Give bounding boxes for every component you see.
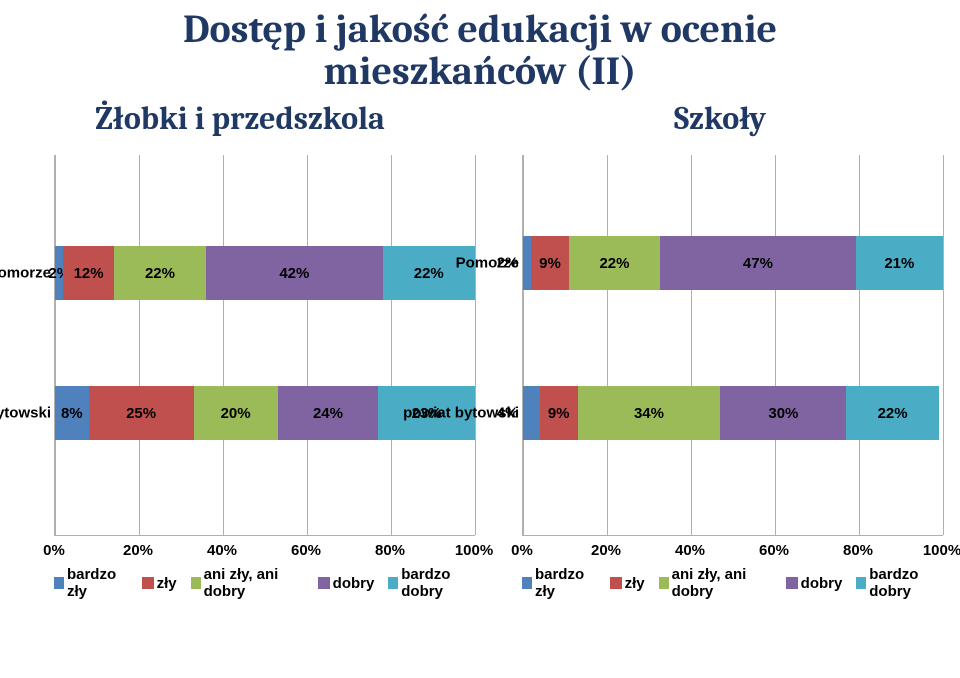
x-tick-label: 100%: [923, 542, 960, 559]
legend: bardzo zły zły ani zły, ani dobry dobry bard…: [54, 566, 480, 600]
bar-segment: 21%: [856, 236, 943, 290]
bar-segment: 25%: [89, 386, 194, 440]
legend-swatch: [142, 577, 154, 589]
bar-segment: 24%: [278, 386, 379, 440]
x-tick-label: 60%: [759, 542, 789, 559]
legend-item: bardzo zły: [54, 566, 128, 600]
stacked-bar: 9%22%47%21%: [523, 236, 943, 290]
legend-item: bardzo dobry: [388, 566, 480, 600]
legend-label: ani zły, ani dobry: [204, 566, 304, 600]
chart-left: Pomorze2%12%22%42%22%powiat bytowski8%25…: [12, 155, 480, 600]
legend-label: bardzo zły: [535, 566, 596, 600]
legend-label: bardzo dobry: [401, 566, 480, 600]
grid-line: [691, 155, 692, 535]
grid-line: [775, 155, 776, 535]
x-axis: 0%20%40%60%80%100%: [522, 542, 942, 560]
legend-item: bardzo zły: [522, 566, 596, 600]
legend-label: bardzo dobry: [869, 566, 948, 600]
legend-label: zły: [157, 575, 177, 592]
plot-area: Pomorze9%22%47%21%2%powiat bytowski9%34%…: [522, 155, 943, 536]
bar-segment: 22%: [114, 246, 206, 300]
x-tick-label: 40%: [675, 542, 705, 559]
legend-swatch: [786, 577, 798, 589]
legend-swatch: [318, 577, 330, 589]
legend-label: ani zły, ani dobry: [672, 566, 772, 600]
legend-item: dobry: [786, 575, 843, 592]
bar-segment: 42%: [206, 246, 382, 300]
legend-label: dobry: [801, 575, 843, 592]
x-tick-label: 80%: [375, 542, 405, 559]
bar-segment: 34%: [578, 386, 721, 440]
grid-line: [943, 155, 944, 535]
legend-swatch: [659, 577, 669, 589]
x-tick-label: 0%: [511, 542, 533, 559]
legend-swatch: [522, 577, 532, 589]
stacked-bar: 9%34%30%22%: [523, 386, 943, 440]
x-tick-label: 60%: [291, 542, 321, 559]
legend-swatch: [54, 577, 64, 589]
bar-segment: 12%: [63, 246, 113, 300]
title-line2: mieszkańców (II): [324, 48, 637, 94]
grid-line: [55, 155, 56, 535]
bar-segment: [523, 386, 540, 440]
legend: bardzo zły zły ani zły, ani dobry dobry bard…: [522, 566, 948, 600]
y-category-label: Pomorze: [0, 265, 51, 282]
bar-segment: 2%: [55, 246, 63, 300]
legend-label: zły: [625, 575, 645, 592]
grid-line: [391, 155, 392, 535]
x-axis: 0%20%40%60%80%100%: [54, 542, 474, 560]
title-line1: Dostęp i jakość edukacji w ocenie: [183, 6, 777, 52]
legend-label: bardzo zły: [67, 566, 128, 600]
x-tick-label: 20%: [123, 542, 153, 559]
legend-item: ani zły, ani dobry: [659, 566, 772, 600]
grid-line: [307, 155, 308, 535]
legend-swatch: [610, 577, 622, 589]
x-tick-label: 80%: [843, 542, 873, 559]
legend-swatch: [388, 577, 398, 589]
grid-line: [523, 155, 524, 535]
x-tick-label: 0%: [43, 542, 65, 559]
bar-segment: 30%: [720, 386, 846, 440]
x-tick-label: 20%: [591, 542, 621, 559]
bar-segment: 47%: [660, 236, 855, 290]
legend-item: ani zły, ani dobry: [191, 566, 304, 600]
bar-segment: 22%: [569, 236, 660, 290]
grid-line: [607, 155, 608, 535]
plot-area: Pomorze2%12%22%42%22%powiat bytowski8%25…: [54, 155, 475, 536]
bar-value-outside: 4%: [497, 405, 519, 422]
y-category-label: powiat bytowski: [0, 405, 51, 422]
bar-value-outside: 2%: [497, 255, 519, 272]
bar-segment: 8%: [55, 386, 89, 440]
subtitle-right: Szkoły: [480, 100, 960, 137]
stacked-bar: 2%12%22%42%22%: [55, 246, 475, 300]
legend-item: bardzo dobry: [856, 566, 948, 600]
grid-line: [859, 155, 860, 535]
grid-line: [223, 155, 224, 535]
bar-segment: 9%: [531, 236, 568, 290]
bar-segment: 22%: [846, 386, 938, 440]
chart-right: Pomorze9%22%47%21%2%powiat bytowski9%34%…: [480, 155, 948, 600]
bar-segment: 20%: [194, 386, 278, 440]
legend-item: zły: [610, 575, 645, 592]
page-title: Dostęp i jakość edukacji w ocenie mieszk…: [0, 0, 960, 92]
legend-swatch: [191, 577, 201, 589]
legend-item: zły: [142, 575, 177, 592]
legend-swatch: [856, 577, 866, 589]
grid-line: [475, 155, 476, 535]
subtitle-left: Żłobki i przedszkola: [0, 100, 480, 137]
legend-label: dobry: [333, 575, 375, 592]
grid-line: [139, 155, 140, 535]
bar-segment: [523, 236, 531, 290]
x-tick-label: 40%: [207, 542, 237, 559]
bar-segment: 9%: [540, 386, 578, 440]
legend-item: dobry: [318, 575, 375, 592]
